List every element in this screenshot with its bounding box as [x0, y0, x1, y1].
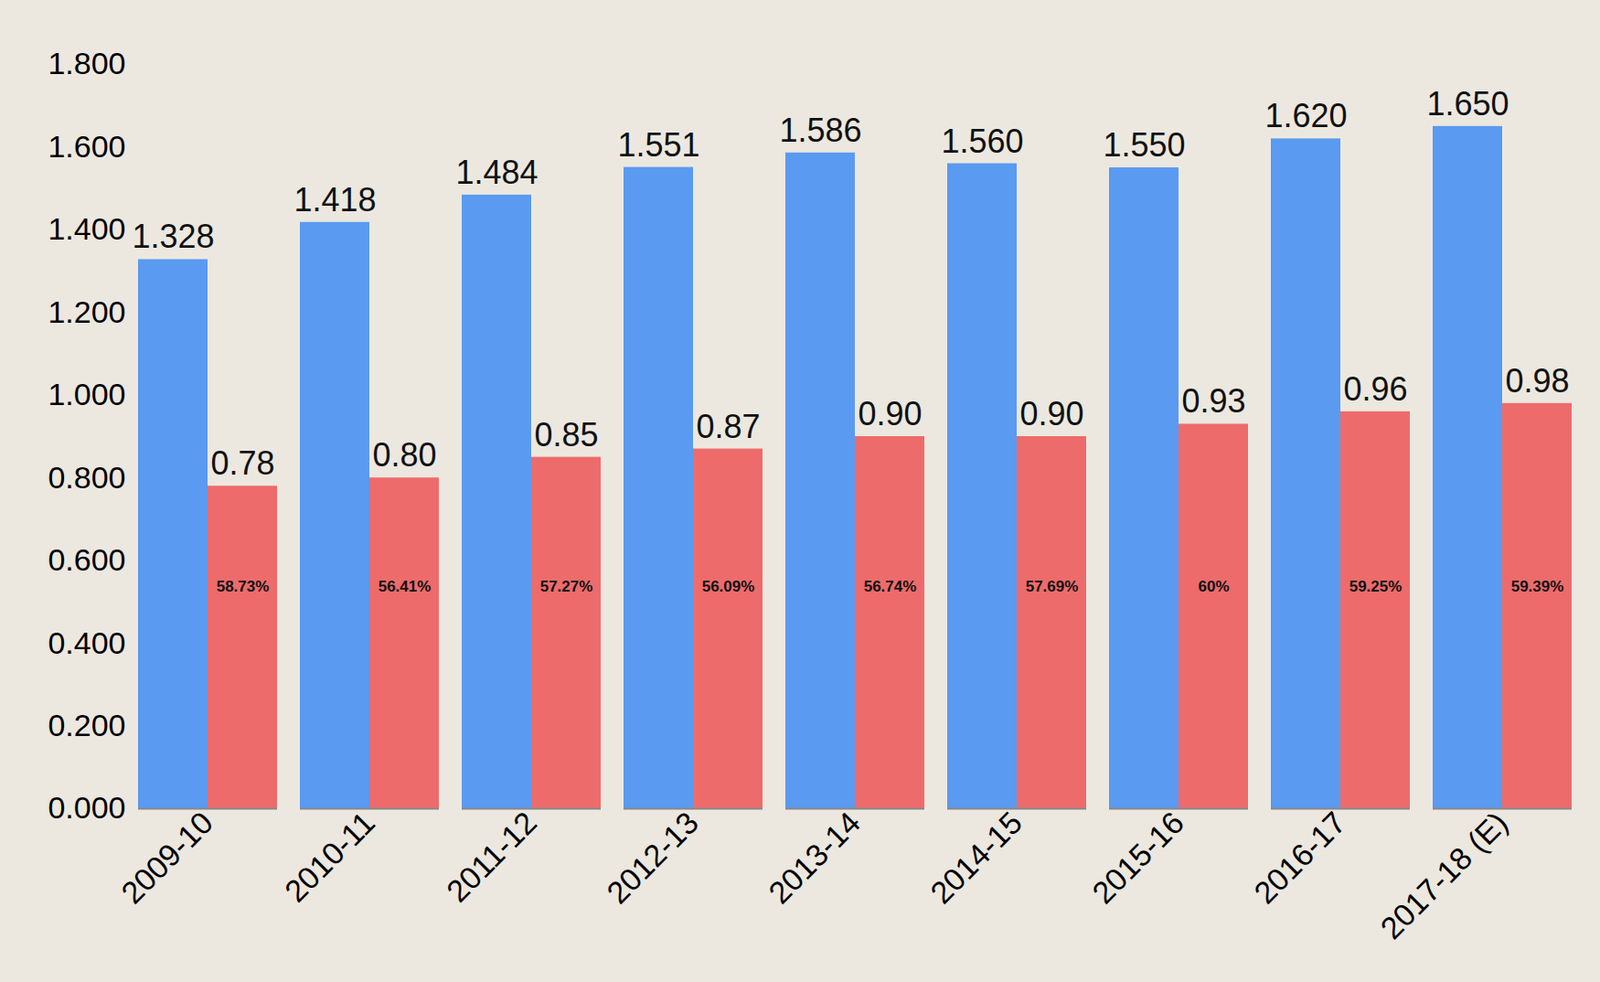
svg-text:57.69%: 57.69%	[1025, 577, 1079, 596]
svg-text:2014-15: 2014-15	[923, 804, 1029, 910]
svg-text:57.27%: 57.27%	[540, 577, 594, 596]
svg-text:0.90: 0.90	[1019, 394, 1084, 433]
svg-text:1.560: 1.560	[940, 122, 1024, 160]
svg-text:1.800: 1.800	[47, 45, 126, 81]
svg-text:0.200: 0.200	[47, 707, 126, 743]
svg-text:56.41%: 56.41%	[378, 577, 432, 596]
svg-text:2012-13: 2012-13	[599, 804, 705, 910]
svg-text:0.600: 0.600	[47, 542, 126, 577]
svg-text:0.85: 0.85	[533, 416, 598, 454]
svg-text:1.200: 1.200	[47, 294, 126, 330]
svg-text:1.551: 1.551	[617, 126, 700, 164]
svg-text:0.87: 0.87	[695, 407, 760, 446]
svg-text:2013-14: 2013-14	[761, 804, 867, 910]
svg-text:1.328: 1.328	[131, 217, 214, 256]
svg-text:1.550: 1.550	[1102, 126, 1185, 164]
svg-text:2017-18 (E): 2017-18 (E)	[1373, 804, 1515, 946]
svg-text:0.98: 0.98	[1504, 362, 1569, 400]
svg-text:2009-10: 2009-10	[114, 804, 220, 910]
svg-text:2015-16: 2015-16	[1085, 804, 1191, 910]
svg-text:1.418: 1.418	[293, 181, 376, 219]
svg-text:1.400: 1.400	[47, 211, 126, 246]
svg-text:0.96: 0.96	[1343, 370, 1408, 408]
svg-text:2011-12: 2011-12	[439, 804, 544, 908]
svg-text:1.650: 1.650	[1426, 85, 1509, 123]
svg-text:0.800: 0.800	[47, 459, 126, 495]
svg-text:56.09%: 56.09%	[702, 577, 756, 596]
svg-text:1.586: 1.586	[778, 111, 862, 150]
svg-text:0.90: 0.90	[857, 394, 922, 433]
svg-text:1.620: 1.620	[1264, 96, 1347, 135]
svg-text:0.000: 0.000	[47, 789, 126, 825]
svg-text:60%: 60%	[1197, 577, 1229, 596]
svg-text:58.73%: 58.73%	[216, 577, 270, 596]
svg-text:0.78: 0.78	[210, 444, 275, 482]
svg-text:59.39%: 59.39%	[1511, 577, 1565, 596]
svg-text:59.25%: 59.25%	[1349, 577, 1403, 596]
svg-text:56.74%: 56.74%	[864, 577, 918, 596]
svg-text:0.80: 0.80	[372, 436, 437, 474]
svg-text:0.93: 0.93	[1181, 382, 1246, 420]
svg-text:1.600: 1.600	[47, 128, 126, 164]
svg-text:2010-11: 2010-11	[277, 804, 382, 908]
svg-text:2016-17: 2016-17	[1247, 804, 1353, 910]
svg-text:0.400: 0.400	[47, 624, 126, 660]
svg-text:1.484: 1.484	[455, 153, 538, 192]
svg-text:1.000: 1.000	[47, 376, 126, 412]
